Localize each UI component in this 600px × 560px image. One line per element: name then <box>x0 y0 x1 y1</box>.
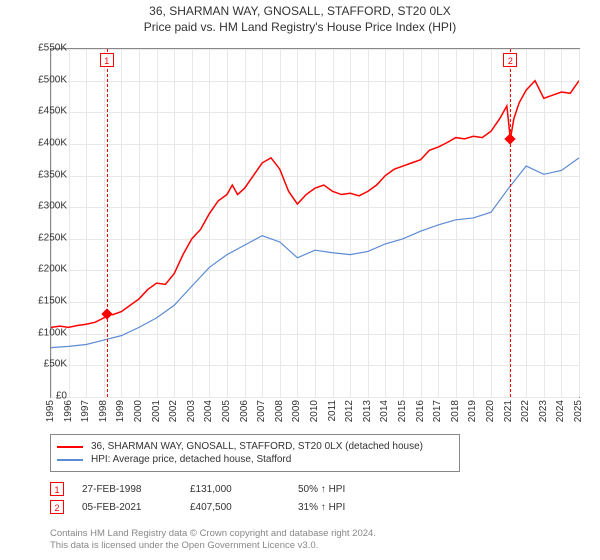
event-price: £407,500 <box>190 502 280 513</box>
title-sub: Price paid vs. HM Land Registry's House … <box>0 20 600 34</box>
x-axis-label: 2000 <box>133 400 144 422</box>
event-number: 1 <box>50 482 64 496</box>
x-axis-label: 2005 <box>221 400 232 422</box>
legend-swatch <box>57 459 83 461</box>
event-vline <box>510 49 511 397</box>
x-axis-label: 1998 <box>98 400 109 422</box>
x-axis-label: 2015 <box>397 400 408 422</box>
chart-plot-area: 12 <box>50 48 580 398</box>
y-axis-label: £100K <box>21 327 67 338</box>
x-axis-label: 2012 <box>344 400 355 422</box>
event-row: 1 27-FEB-1998 £131,000 50% ↑ HPI <box>50 482 388 496</box>
events-table: 1 27-FEB-1998 £131,000 50% ↑ HPI 2 05-FEB-202… <box>50 478 388 518</box>
x-axis-label: 1995 <box>45 400 56 422</box>
x-axis-label: 2003 <box>186 400 197 422</box>
series-line <box>51 158 579 348</box>
x-axis-label: 2009 <box>291 400 302 422</box>
y-axis-label: £550K <box>21 43 67 54</box>
event-row: 2 05-FEB-2021 £407,500 31% ↑ HPI <box>50 500 388 514</box>
gridline-h <box>51 397 579 398</box>
legend-swatch <box>57 446 83 448</box>
x-axis-label: 2013 <box>362 400 373 422</box>
footer-line-1: Contains HM Land Registry data © Crown c… <box>50 528 376 540</box>
x-axis-label: 2024 <box>555 400 566 422</box>
y-axis-label: £200K <box>21 264 67 275</box>
gridline-v <box>579 49 580 397</box>
x-axis-label: 1997 <box>80 400 91 422</box>
x-axis-label: 2023 <box>538 400 549 422</box>
x-axis-label: 2019 <box>467 400 478 422</box>
x-axis-label: 2014 <box>379 400 390 422</box>
x-axis-label: 2018 <box>450 400 461 422</box>
y-axis-label: £450K <box>21 106 67 117</box>
y-axis-label: £150K <box>21 296 67 307</box>
x-axis-label: 2020 <box>485 400 496 422</box>
x-axis-label: 2025 <box>573 400 584 422</box>
x-axis-label: 2002 <box>168 400 179 422</box>
x-axis-label: 2022 <box>520 400 531 422</box>
event-date: 27-FEB-1998 <box>82 484 172 495</box>
legend-label: 36, SHARMAN WAY, GNOSALL, STAFFORD, ST20… <box>91 441 423 452</box>
y-axis-label: £0 <box>21 391 67 402</box>
x-axis-label: 2007 <box>256 400 267 422</box>
event-number-box: 2 <box>503 53 517 67</box>
x-axis-label: 2011 <box>327 400 338 422</box>
legend-label: HPI: Average price, detached house, Staf… <box>91 454 291 465</box>
figure: 36, SHARMAN WAY, GNOSALL, STAFFORD, ST20… <box>0 0 600 560</box>
chart-titles: 36, SHARMAN WAY, GNOSALL, STAFFORD, ST20… <box>0 0 600 34</box>
x-axis-label: 1996 <box>63 400 74 422</box>
y-axis-label: £300K <box>21 201 67 212</box>
event-number: 2 <box>50 500 64 514</box>
event-number-box: 1 <box>100 53 114 67</box>
event-vline <box>107 49 108 397</box>
chart-lines <box>51 49 579 397</box>
x-axis-label: 2021 <box>503 400 514 422</box>
event-date: 05-FEB-2021 <box>82 502 172 513</box>
series-line <box>51 81 579 328</box>
event-delta: 50% ↑ HPI <box>298 484 388 495</box>
x-axis-label: 2010 <box>309 400 320 422</box>
x-axis-label: 2017 <box>432 400 443 422</box>
legend-box: 36, SHARMAN WAY, GNOSALL, STAFFORD, ST20… <box>50 434 460 472</box>
x-axis-label: 2016 <box>415 400 426 422</box>
x-axis-label: 2008 <box>274 400 285 422</box>
y-axis-label: £400K <box>21 137 67 148</box>
title-address: 36, SHARMAN WAY, GNOSALL, STAFFORD, ST20… <box>0 4 600 18</box>
y-axis-label: £500K <box>21 74 67 85</box>
event-price: £131,000 <box>190 484 280 495</box>
y-axis-label: £250K <box>21 232 67 243</box>
x-axis-label: 2004 <box>203 400 214 422</box>
x-axis-label: 1999 <box>115 400 126 422</box>
legend-row: HPI: Average price, detached house, Staf… <box>57 454 453 465</box>
y-axis-label: £50K <box>21 359 67 370</box>
y-axis-label: £350K <box>21 169 67 180</box>
x-axis-label: 2001 <box>151 400 162 422</box>
footer-text: Contains HM Land Registry data © Crown c… <box>50 528 376 553</box>
x-axis-label: 2006 <box>239 400 250 422</box>
legend-row: 36, SHARMAN WAY, GNOSALL, STAFFORD, ST20… <box>57 441 453 452</box>
footer-line-2: This data is licensed under the Open Gov… <box>50 540 376 552</box>
event-delta: 31% ↑ HPI <box>298 502 388 513</box>
